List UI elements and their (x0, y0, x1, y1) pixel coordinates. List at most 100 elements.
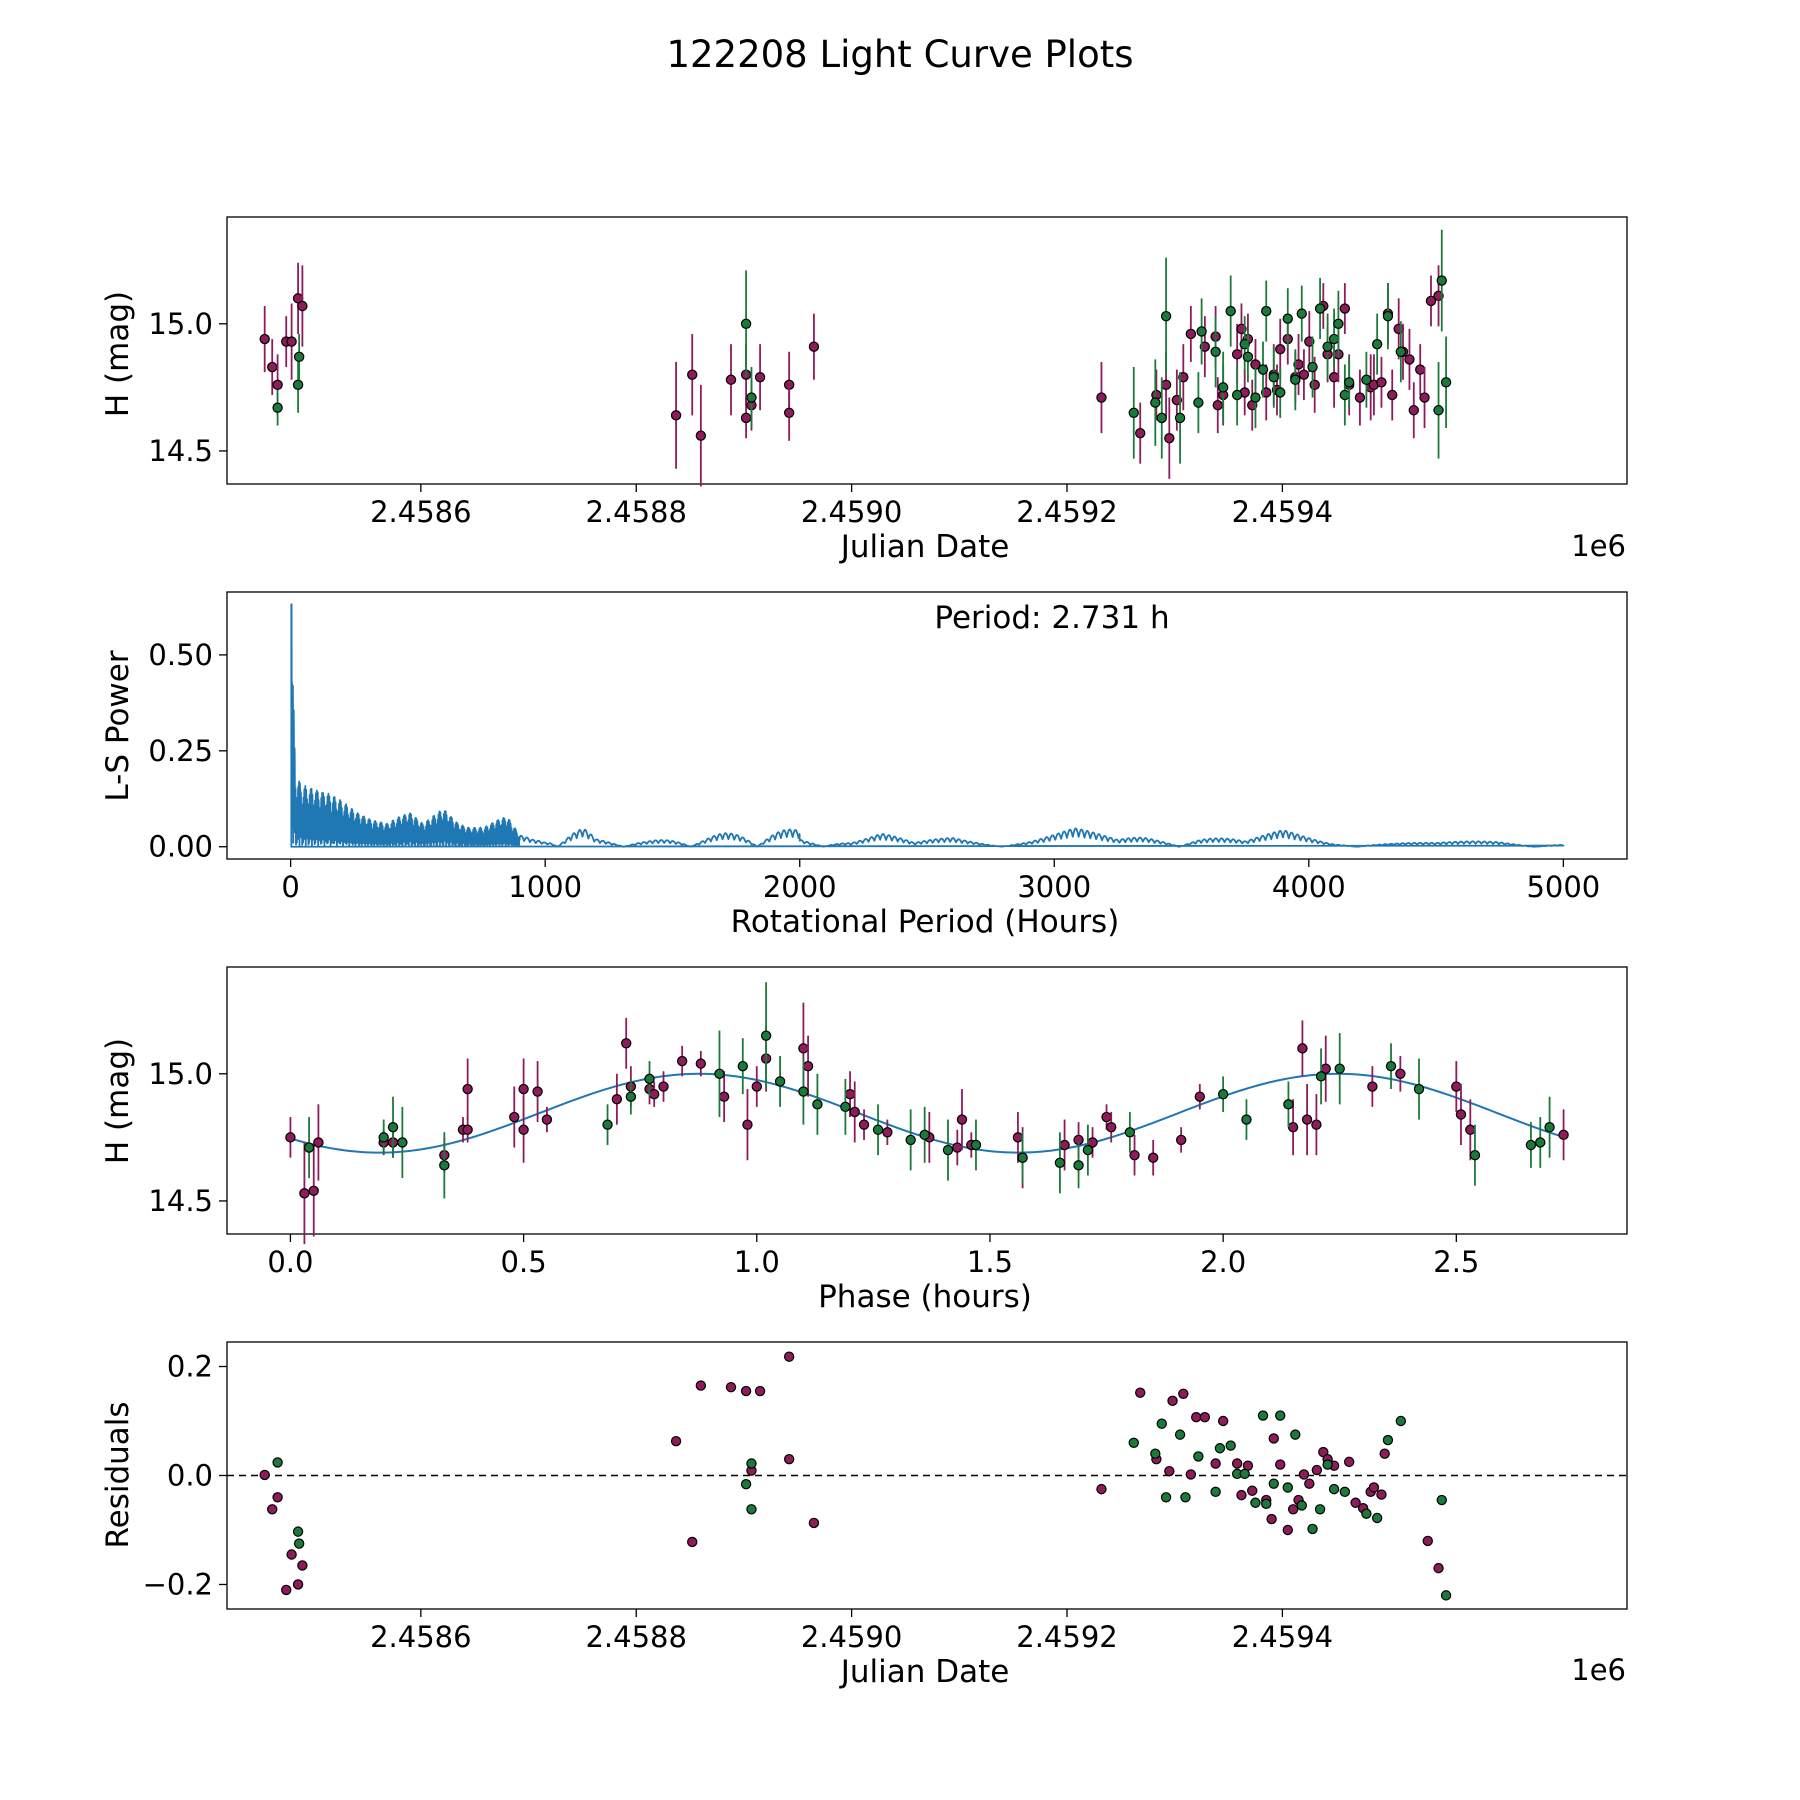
y-tick-label: 14.5 (148, 434, 213, 468)
data-point (1193, 397, 1204, 408)
data-point (1012, 1132, 1024, 1143)
figure-title: 122208 Light Curve Plots (666, 33, 1133, 76)
data-point (1231, 1458, 1243, 1469)
periodogram-panel: Rotational Period (Hours) L-S Power Peri… (100, 591, 1628, 940)
data-point (1239, 1468, 1250, 1480)
data-point (1558, 1129, 1569, 1141)
x-tick-label: 2.4586 (370, 495, 471, 529)
data-point (1436, 275, 1447, 286)
data-point (1339, 303, 1351, 314)
y-tick-label: 0.0 (167, 1459, 213, 1493)
data-point (1257, 1410, 1269, 1421)
data-point (1282, 1524, 1293, 1536)
data-point (658, 1081, 669, 1092)
data-point (1268, 1478, 1279, 1489)
data-point (1266, 1513, 1277, 1525)
data-point (1535, 1137, 1546, 1148)
data-point (378, 1132, 389, 1143)
data-point (1339, 1486, 1351, 1498)
x-tick-label: 2.4588 (585, 1620, 686, 1654)
data-point (970, 1139, 982, 1151)
residuals-xlabel: Julian Date (839, 1654, 1010, 1690)
data-point (272, 1457, 283, 1468)
data-point (1350, 1497, 1361, 1508)
data-point (1451, 1081, 1462, 1092)
data-point (1328, 333, 1340, 345)
x-tick-label: 0.0 (267, 1245, 313, 1279)
data-point (292, 1526, 304, 1537)
y-tick-label: 15.0 (148, 1057, 213, 1091)
data-point (1433, 405, 1444, 416)
data-point (292, 1579, 304, 1590)
data-point (1150, 1448, 1161, 1459)
data-point (397, 1137, 408, 1148)
data-point (1156, 412, 1167, 424)
x-tick-label: 2.4586 (370, 1620, 471, 1654)
data-point (1275, 1410, 1286, 1421)
phase-fold-panel: Phase (hours) H (mag) 0.0 0.5 1.0 1.5 2.0 2.5… (100, 966, 1628, 1315)
data-point (1135, 427, 1146, 439)
y-tick-label: 0.50 (148, 638, 213, 672)
data-point (1307, 361, 1318, 373)
data-point (1164, 433, 1175, 444)
axes-frame (226, 591, 1628, 860)
data-point (1354, 392, 1366, 403)
data-point (725, 374, 737, 385)
data-point (905, 1134, 916, 1146)
data-point (1433, 290, 1444, 302)
data-point (272, 379, 283, 391)
phase-fold-ylabel: H (mag) (100, 1038, 136, 1164)
x-tick-label: 2.4590 (801, 1620, 902, 1654)
data-point (1250, 392, 1261, 403)
data-point (1101, 1111, 1112, 1123)
data-point (1436, 1494, 1447, 1506)
data-point (1408, 405, 1419, 416)
data-point (1415, 364, 1426, 375)
periodogram-ylabel: L-S Power (100, 650, 136, 801)
data-point (1328, 1483, 1340, 1495)
data-point (1096, 392, 1107, 403)
residuals-panel: Julian Date Residuals 1e6 2.4586 2.4588 2.… (100, 1341, 1628, 1690)
light-curve-ylabel: H (mag) (100, 291, 136, 417)
data-point (840, 1101, 851, 1113)
data-point (1210, 346, 1221, 357)
data-point (285, 1132, 296, 1143)
data-point (1393, 323, 1404, 335)
axes-frame (226, 216, 1628, 485)
data-point (1290, 374, 1301, 385)
data-point (1298, 369, 1310, 380)
x-tick-label: 2000 (763, 870, 837, 904)
data-point (1422, 1535, 1433, 1547)
data-point (281, 1584, 292, 1596)
data-point (259, 1469, 270, 1481)
light-curve-offset-label: 1e6 (1571, 529, 1626, 563)
data-point (1334, 1063, 1345, 1074)
data-point (670, 1435, 682, 1447)
data-point (648, 1088, 660, 1100)
data-point (1185, 328, 1197, 340)
data-point (1156, 1418, 1167, 1429)
light-curve-panel: Julian Date H (mag) 1e6 2.4586 2.4588 2.45… (100, 216, 1628, 565)
data-point (783, 1351, 795, 1362)
data-point (293, 351, 305, 363)
data-point (1247, 1485, 1258, 1496)
data-point (1322, 1459, 1333, 1470)
data-point (1343, 1456, 1355, 1468)
data-point (1371, 1512, 1383, 1524)
y-tick-label: 0.2 (167, 1350, 213, 1384)
data-point (1275, 387, 1286, 398)
data-point (1257, 364, 1269, 375)
data-point (1147, 1152, 1159, 1163)
data-point (1174, 412, 1186, 424)
data-point (602, 1119, 613, 1130)
data-point (919, 1129, 930, 1141)
data-point (1307, 1523, 1318, 1535)
data-point (1465, 1124, 1476, 1135)
data-point (1304, 336, 1315, 347)
data-point (1387, 389, 1398, 401)
data-point (1296, 1500, 1307, 1511)
data-point (1419, 392, 1430, 403)
data-point (1193, 1451, 1204, 1462)
data-point (882, 1127, 893, 1138)
